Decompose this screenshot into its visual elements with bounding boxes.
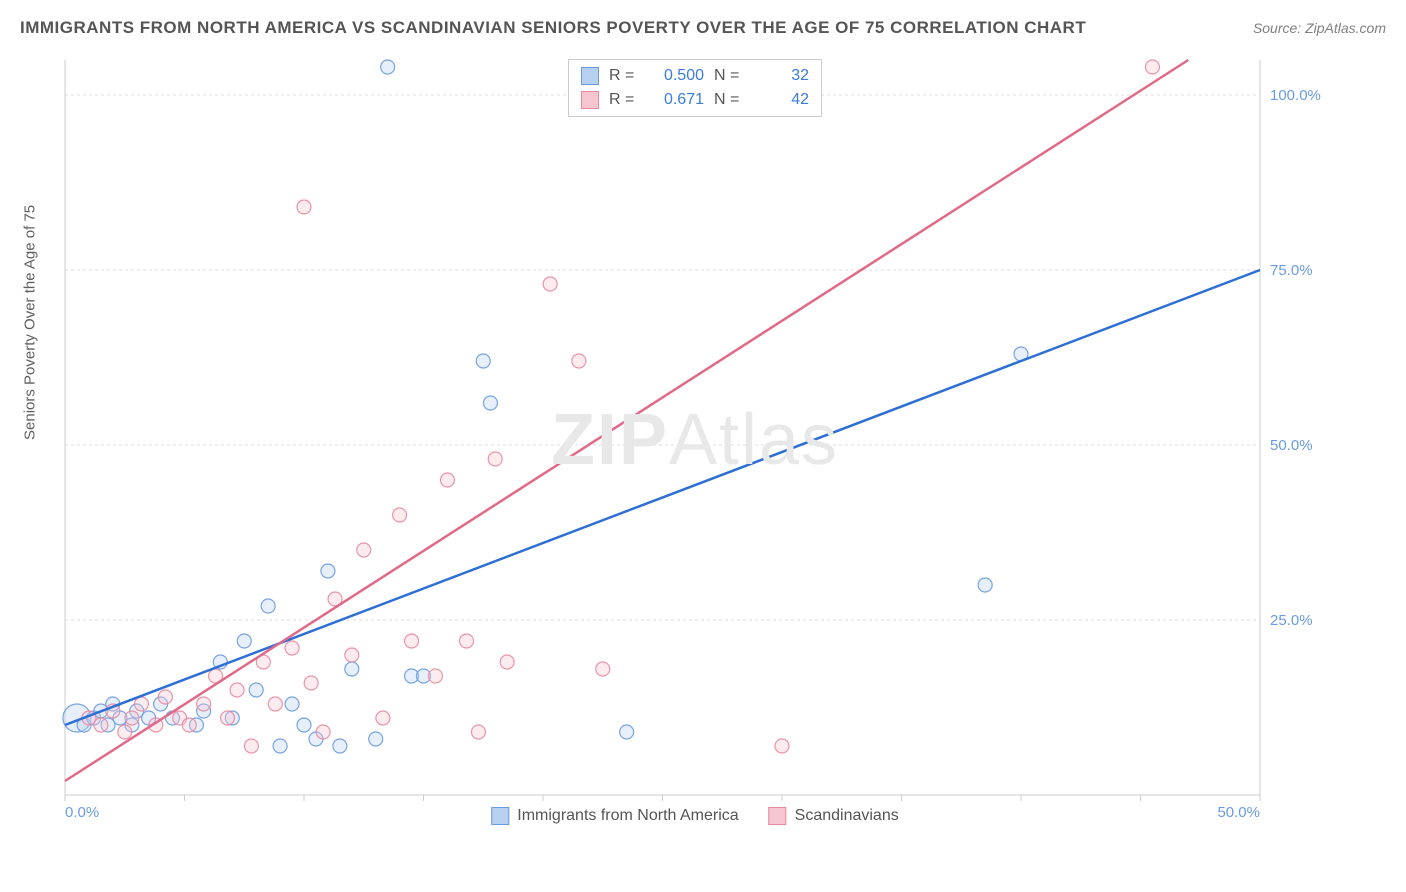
r-value: 0.671	[649, 91, 704, 109]
legend-swatch-2	[769, 807, 787, 825]
r-value: 0.500	[649, 67, 704, 85]
svg-text:75.0%: 75.0%	[1270, 262, 1313, 279]
n-label: N =	[714, 91, 744, 109]
legend-swatch-1	[491, 807, 509, 825]
r-label: R =	[609, 67, 639, 85]
n-value: 32	[754, 67, 809, 85]
legend-swatch-2	[581, 91, 599, 109]
svg-text:50.0%: 50.0%	[1217, 804, 1260, 821]
svg-text:0.0%: 0.0%	[65, 804, 99, 821]
svg-text:50.0%: 50.0%	[1270, 437, 1313, 454]
legend-item-1: Immigrants from North America	[491, 807, 738, 825]
svg-text:100.0%: 100.0%	[1270, 87, 1321, 104]
n-value: 42	[754, 91, 809, 109]
series-legend: Immigrants from North America Scandinavi…	[491, 807, 898, 825]
source-attribution: Source: ZipAtlas.com	[1253, 20, 1386, 36]
scatter-chart: 0.0% 50.0% 25.0% 50.0% 75.0% 100.0%	[60, 55, 1330, 825]
legend-label-1: Immigrants from North America	[517, 807, 738, 825]
plot-area: 0.0%50.0%25.0%50.0%75.0%100.0% ZIPAtlas …	[60, 55, 1330, 825]
y-axis-label: Seniors Poverty Over the Age of 75	[22, 205, 39, 440]
correlation-legend: R = 0.500 N = 32 R = 0.671 N = 42	[568, 59, 822, 117]
legend-item-2: Scandinavians	[769, 807, 899, 825]
legend-row-series-1: R = 0.500 N = 32	[581, 64, 809, 88]
svg-text:25.0%: 25.0%	[1270, 612, 1313, 629]
r-label: R =	[609, 91, 639, 109]
chart-title: IMMIGRANTS FROM NORTH AMERICA VS SCANDIN…	[20, 18, 1086, 38]
legend-swatch-1	[581, 67, 599, 85]
legend-label-2: Scandinavians	[795, 807, 899, 825]
legend-row-series-2: R = 0.671 N = 42	[581, 88, 809, 112]
n-label: N =	[714, 67, 744, 85]
